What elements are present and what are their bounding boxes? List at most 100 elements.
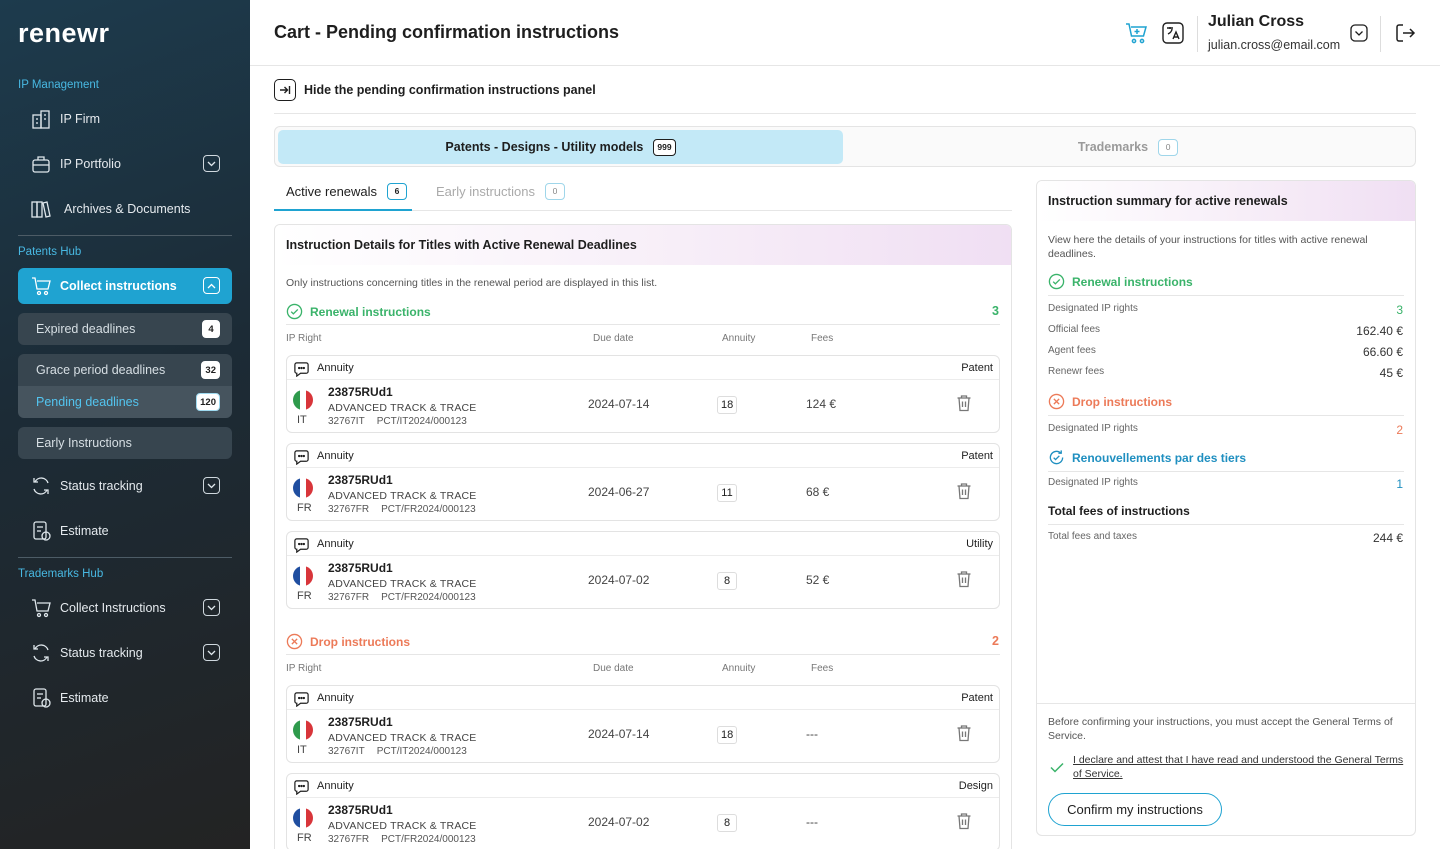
- chevron-down-icon[interactable]: [1346, 20, 1372, 46]
- column-header-due-date: Due date: [593, 663, 634, 674]
- instruction-row[interactable]: Annuity Design FR 23875RUd1 ADVANCED TRA…: [286, 773, 1000, 849]
- sidebar-item-status-tracking[interactable]: Status tracking: [18, 468, 232, 504]
- section-patents-hub: Patents Hub: [18, 246, 82, 258]
- annuity-number: 8: [717, 572, 737, 590]
- sidebar-item-tm-status-tracking[interactable]: Status tracking: [18, 635, 232, 671]
- tab-label: Early instructions: [436, 183, 535, 199]
- chevron-down-icon[interactable]: [203, 477, 220, 494]
- user-email: julian.cross@email.com: [1208, 38, 1341, 52]
- title-reference: 23875RUd1: [328, 473, 393, 487]
- trash-icon[interactable]: [956, 724, 972, 742]
- sidebar-subitem-pending-deadlines[interactable]: Pending deadlines 120: [18, 386, 232, 418]
- sidebar-item-archives[interactable]: Archives & Documents: [18, 191, 232, 227]
- group-count: 3: [992, 304, 999, 318]
- app-logo[interactable]: renewr: [18, 18, 110, 48]
- refresh-icon: [30, 642, 52, 664]
- country-flag-icon: [293, 478, 313, 498]
- fee-amount: 52 €: [806, 573, 830, 587]
- tab-early-instructions[interactable]: Early instructions 0: [436, 180, 565, 202]
- instruction-row[interactable]: Annuity Utility FR 23875RUd1 ADVANCED TR…: [286, 531, 1000, 609]
- sidebar-item-label: Status tracking: [60, 479, 143, 493]
- title-ids: 32767FR PCT/FR2024/000123: [328, 504, 476, 515]
- tab-active-renewals[interactable]: Active renewals 6: [286, 180, 408, 202]
- chevron-up-icon[interactable]: [203, 277, 220, 294]
- cart-icon[interactable]: [1124, 20, 1150, 46]
- column-header-ip-right: IP Right: [286, 333, 322, 344]
- sidebar-item-tm-collect-instructions[interactable]: Collect Instructions: [18, 590, 232, 626]
- sidebar-item-tm-estimate[interactable]: Estimate: [18, 680, 232, 716]
- count-badge: 4: [202, 320, 220, 338]
- cart-icon: [30, 597, 52, 619]
- divider: [1048, 295, 1404, 296]
- ip-type: Utility: [966, 538, 993, 550]
- title-ids: 32767IT PCT/IT2024/000123: [328, 746, 467, 757]
- country-flag-icon: [293, 566, 313, 586]
- confirm-instructions-button[interactable]: Confirm my instructions: [1048, 793, 1222, 826]
- translate-icon[interactable]: [1160, 20, 1186, 46]
- title-ids: 32767IT PCT/IT2024/000123: [328, 416, 467, 427]
- sidebar-item-label: IP Firm: [60, 112, 101, 126]
- divider: [1048, 415, 1404, 416]
- chevron-down-icon[interactable]: [203, 599, 220, 616]
- sidebar-item-ip-portfolio[interactable]: IP Portfolio: [18, 146, 232, 182]
- group-label: Renouvellements par des tiers: [1072, 450, 1247, 465]
- sidebar-item-collect-instructions[interactable]: Collect instructions: [18, 268, 232, 304]
- sidebar-subitem-grace-period[interactable]: Grace period deadlines 32: [18, 354, 232, 386]
- sidebar-item-label: Expired deadlines: [36, 322, 136, 336]
- check-circle-icon: [1048, 273, 1065, 290]
- ip-type: Design: [958, 780, 993, 792]
- ip-type: Patent: [961, 450, 993, 462]
- chevron-down-icon[interactable]: [203, 644, 220, 661]
- national-id: 32767FR: [328, 504, 370, 515]
- tab-patents[interactable]: Patents - Designs - Utility models 999: [278, 130, 843, 164]
- row-header: Annuity Patent: [287, 686, 999, 710]
- row-header: Annuity Patent: [287, 356, 999, 380]
- summary-intro: View here the details of your instructio…: [1048, 234, 1368, 260]
- instruction-kind: Annuity: [317, 780, 354, 792]
- accept-terms-link[interactable]: I declare and attest that I have read an…: [1073, 754, 1404, 780]
- hide-panel-button[interactable]: Hide the pending confirmation instructio…: [274, 79, 596, 101]
- summary-label: Agent fees: [1048, 345, 1096, 356]
- ip-type: Patent: [961, 692, 993, 704]
- accept-terms-checkbox[interactable]: [1049, 759, 1065, 775]
- briefcase-icon: [30, 153, 52, 175]
- summary-label: Designated IP rights: [1048, 477, 1138, 488]
- row-header: Annuity Design: [287, 774, 999, 798]
- divider: [286, 654, 1000, 655]
- country-flag-icon: [293, 808, 313, 828]
- trash-icon[interactable]: [956, 570, 972, 588]
- trash-icon[interactable]: [956, 482, 972, 500]
- annuity-icon: [294, 780, 309, 795]
- sidebar-item-label: Collect Instructions: [60, 601, 166, 615]
- annuity-icon: [294, 362, 309, 377]
- tab-trademarks[interactable]: Trademarks 0: [843, 130, 1413, 164]
- instruction-row[interactable]: Annuity Patent IT 23875RUd1 ADVANCED TRA…: [286, 685, 1000, 763]
- count-badge: 0: [1158, 138, 1179, 156]
- drop-group-header: Drop instructions: [286, 633, 410, 650]
- sidebar-item-ip-firm[interactable]: IP Firm: [18, 101, 232, 137]
- title-reference: 23875RUd1: [328, 715, 393, 729]
- divider: [274, 113, 1416, 114]
- chevron-down-icon[interactable]: [203, 155, 220, 172]
- sidebar-subitem-expired-deadlines[interactable]: Expired deadlines 4: [18, 313, 232, 345]
- divider: [286, 324, 1000, 325]
- instruction-row[interactable]: Annuity Patent IT 23875RUd1 ADVANCED TRA…: [286, 355, 1000, 433]
- national-id: 32767IT: [328, 746, 365, 757]
- check-circle-icon: [286, 303, 303, 320]
- summary-value: 162.40 €: [1356, 324, 1403, 338]
- title-reference: 23875RUd1: [328, 385, 393, 399]
- sidebar-item-estimate[interactable]: Estimate: [18, 513, 232, 549]
- sidebar-item-label: IP Portfolio: [60, 157, 121, 171]
- trash-icon[interactable]: [956, 394, 972, 412]
- count-badge: 0: [544, 182, 565, 200]
- instruction-kind: Annuity: [317, 362, 354, 374]
- trash-icon[interactable]: [956, 812, 972, 830]
- tab-label: Active renewals: [286, 183, 378, 199]
- instruction-row[interactable]: Annuity Patent FR 23875RUd1 ADVANCED TRA…: [286, 443, 1000, 521]
- total-fees-heading: Total fees of instructions: [1048, 504, 1190, 518]
- column-header-annuity: Annuity: [722, 333, 756, 344]
- annuity-number: 11: [717, 484, 737, 502]
- sidebar-subitem-early-instructions[interactable]: Early Instructions: [18, 427, 232, 459]
- due-date: 2024-07-02: [588, 573, 650, 587]
- logout-icon[interactable]: [1392, 20, 1418, 46]
